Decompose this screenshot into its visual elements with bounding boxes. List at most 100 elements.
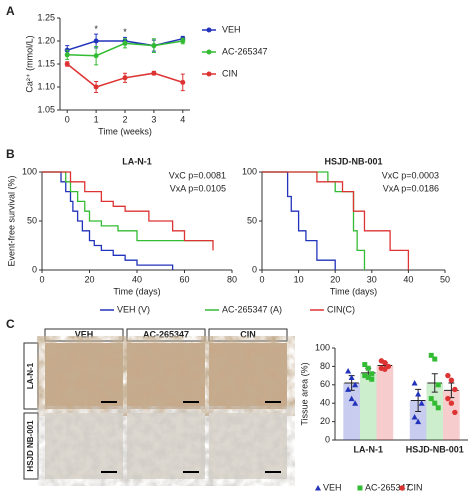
column-label: AC-265347 — [143, 329, 189, 339]
micrograph — [45, 343, 123, 409]
marker — [345, 368, 352, 374]
y-tick-label: 80 — [320, 361, 330, 371]
y-tick-label: 20 — [320, 416, 330, 426]
point — [180, 79, 186, 85]
x-tick-label: 30 — [367, 274, 377, 284]
marker — [452, 409, 458, 416]
marker — [348, 395, 355, 402]
legend-label: AC-265347 (A) — [222, 304, 282, 314]
marker — [365, 374, 371, 380]
x-tick-label: HSJD-NB-001 — [406, 444, 464, 454]
y-tick-label: 60 — [320, 379, 330, 389]
row-header — [23, 412, 39, 480]
annotation: VxA p=0.0186 — [383, 183, 439, 193]
marker — [352, 400, 359, 406]
micrograph — [127, 343, 205, 409]
point — [122, 75, 128, 81]
y-axis-label: Event-free survival (%) — [6, 175, 16, 266]
error-bar — [444, 382, 459, 399]
panel-label: A — [6, 4, 15, 18]
legend-label: VEH — [323, 482, 342, 492]
x-tick-label: 0 — [259, 274, 264, 284]
point — [151, 43, 157, 49]
error-bar — [427, 373, 443, 393]
micrograph — [209, 413, 287, 479]
marker — [432, 400, 438, 406]
marker — [435, 405, 441, 411]
legend-label: VEH — [222, 24, 241, 34]
marker — [345, 386, 352, 392]
panel-label: B — [6, 147, 15, 161]
x-tick-label: 10 — [294, 274, 304, 284]
legend-label: VEH (V) — [117, 304, 150, 314]
panel-label: C — [6, 317, 15, 331]
legend-label: AC-265347 — [222, 46, 268, 56]
legend-label: AC-265347 — [365, 482, 411, 492]
survival-curve — [262, 171, 410, 270]
marker — [418, 400, 425, 406]
bar — [376, 365, 394, 440]
y-axis-label: Tissue area (%) — [299, 362, 309, 425]
marker — [365, 365, 371, 371]
y-tick-label: 1.20 — [37, 35, 55, 45]
y-tick-label: 0 — [252, 264, 257, 274]
marker — [448, 377, 455, 383]
column-header — [126, 328, 206, 342]
annotation: * — [94, 24, 98, 34]
y-tick-label: 0 — [32, 264, 37, 274]
annotation: VxC p=0.0081 — [169, 170, 226, 180]
x-tick-label: 1 — [94, 114, 99, 124]
marker — [362, 373, 368, 379]
chart-title: LA-N-1 — [122, 156, 152, 166]
marker — [415, 391, 422, 397]
marker — [435, 382, 441, 388]
survival-curve — [42, 171, 214, 251]
marker — [399, 485, 405, 491]
y-tick-label: 0 — [325, 434, 330, 444]
chart-title: HSJD-NB-001 — [324, 156, 382, 166]
x-axis-label: Time (weeks) — [98, 126, 152, 136]
x-axis-label: Time (days) — [113, 286, 160, 296]
micrograph — [127, 413, 205, 479]
marker — [428, 396, 434, 402]
y-tick-label: 100 — [242, 166, 257, 176]
micrograph — [209, 343, 287, 409]
marker — [348, 374, 355, 380]
point — [93, 84, 99, 90]
row-label: LA-N-1 — [26, 362, 35, 389]
row-label: HSJD NB-001 — [26, 420, 35, 472]
y-tick-label: 1.10 — [37, 81, 55, 91]
y-tick-label: 1.05 — [37, 104, 55, 114]
marker — [369, 376, 375, 382]
marker — [452, 386, 458, 393]
y-tick-label: 1.25 — [37, 12, 55, 22]
column-header — [44, 328, 124, 342]
marker — [432, 356, 438, 362]
y-tick-label: 40 — [320, 398, 330, 408]
x-tick-label: 20 — [330, 274, 340, 284]
y-tick-label: 100 — [22, 166, 37, 176]
annotation: VxA p=0.0105 — [170, 183, 226, 193]
point — [180, 38, 186, 44]
point — [122, 40, 128, 46]
x-tick-label: 40 — [132, 274, 142, 284]
annotation: VxC p=0.0003 — [382, 170, 439, 180]
marker — [415, 418, 422, 425]
y-tick-label: 50 — [247, 215, 257, 225]
marker — [448, 400, 455, 406]
y-tick-label: 100 — [315, 342, 330, 352]
marker — [315, 485, 321, 491]
marker — [445, 395, 451, 402]
point — [151, 70, 157, 76]
bar — [359, 372, 377, 440]
marker — [382, 360, 388, 366]
marker — [352, 381, 359, 388]
x-tick-label: 60 — [179, 274, 189, 284]
x-tick-label: 4 — [180, 114, 185, 124]
x-tick-label: LA-N-1 — [354, 444, 384, 454]
y-tick-label: 1.15 — [37, 58, 55, 68]
x-tick-label: 40 — [403, 274, 413, 284]
survival-curve — [42, 171, 213, 242]
legend-marker — [206, 71, 212, 77]
